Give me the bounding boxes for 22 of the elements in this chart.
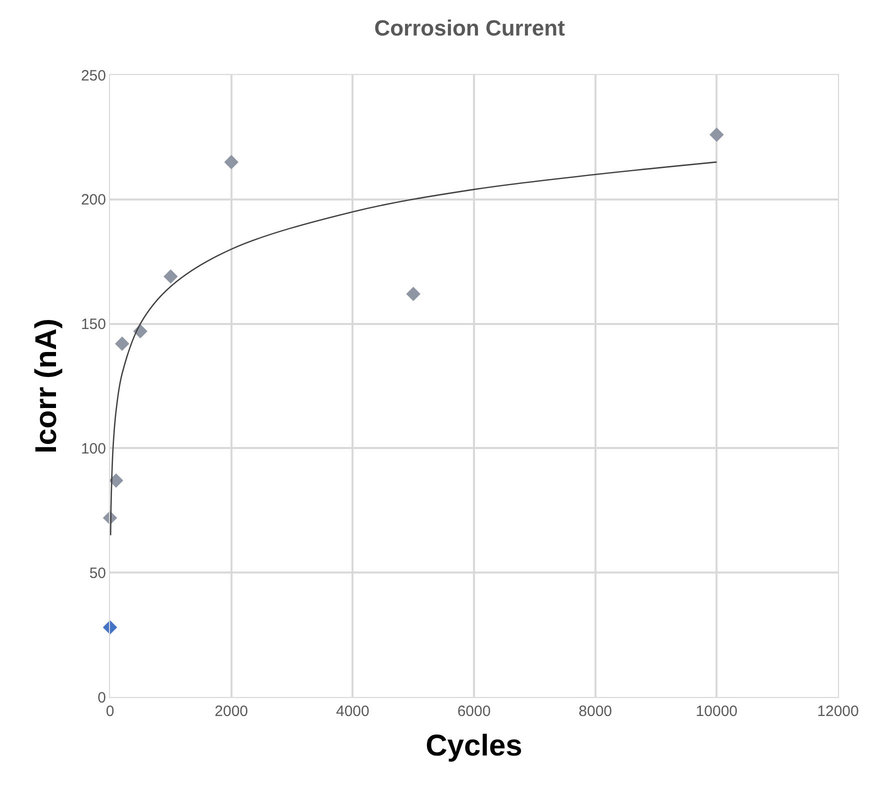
x-tick-label: 2000 <box>214 703 248 720</box>
y-tick-label: 200 <box>80 192 106 209</box>
point <box>114 336 130 351</box>
line-series <box>110 161 718 536</box>
point <box>710 128 724 142</box>
x-tick-label: 8000 <box>578 703 612 720</box>
y-tick-label: 50 <box>89 564 106 582</box>
chart-title: Corrosion Current <box>374 15 566 40</box>
y-tick-label: 100 <box>80 440 106 458</box>
point <box>224 154 238 170</box>
x-tick-label: 12000 <box>817 703 859 720</box>
point <box>164 269 178 284</box>
y-tick-label: 250 <box>80 67 106 84</box>
point <box>108 473 124 488</box>
x-axis-title: Cycles <box>426 730 522 762</box>
y-tick-label: 150 <box>80 316 106 334</box>
point <box>406 286 420 302</box>
y-axis-title: Icorr (nA) <box>30 318 63 454</box>
x-tick-label: 6000 <box>457 703 491 720</box>
y-tick-label: 0 <box>98 689 106 706</box>
x-tick-label: 4000 <box>336 703 370 720</box>
x-tick-label: 10000 <box>696 703 738 720</box>
